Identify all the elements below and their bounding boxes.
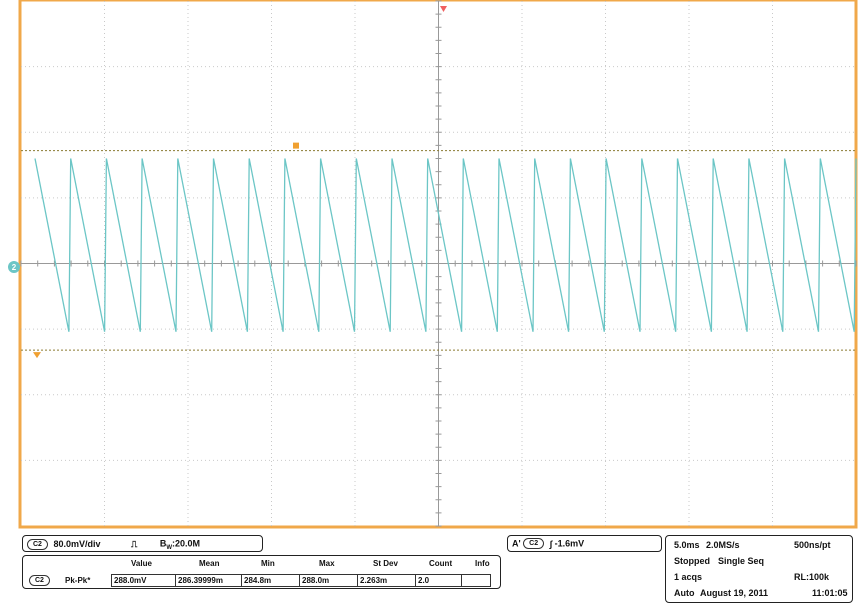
- header-max: Max: [319, 559, 335, 568]
- acquisition-date: August 19, 2011: [700, 588, 769, 598]
- header-value: Value: [131, 559, 152, 568]
- acquisition-time: 11:01:05: [812, 588, 848, 598]
- channel-2-ground-marker[interactable]: 2: [8, 261, 20, 273]
- measurement-channel-tag: C2: [29, 575, 50, 586]
- header-min: Min: [261, 559, 275, 568]
- trigger-info-box[interactable]: A' C2 ∫ -1.6mV: [507, 535, 662, 552]
- measurement-name: Pk-Pk*: [65, 576, 91, 585]
- meas-count: 2.0: [415, 575, 429, 586]
- measurement-panel[interactable]: Value Mean Min Max St Dev Count Info C2 …: [22, 555, 501, 589]
- meas-mean: 286.39999m: [175, 575, 223, 586]
- time-per-div: 5.0ms: [674, 540, 700, 550]
- sample-rate: 2.0MS/s: [706, 540, 740, 550]
- trigger-prefix: A': [512, 538, 521, 549]
- waveform-display[interactable]: 2: [0, 0, 858, 530]
- header-count: Count: [429, 559, 453, 568]
- trigger-channel-tag: C2: [523, 538, 545, 550]
- time-per-point: 500ns/pt: [794, 540, 831, 550]
- meas-info: [461, 575, 464, 586]
- timebase-info-box[interactable]: 5.0ms 2.0MS/s 500ns/pt Stopped Single Se…: [665, 535, 853, 603]
- record-length: RL:100k: [794, 572, 830, 582]
- measurement-row: [111, 574, 491, 587]
- cursor-low-handle[interactable]: [33, 352, 41, 359]
- cursor-high-handle[interactable]: [293, 142, 299, 149]
- header-info: Info: [475, 559, 490, 568]
- trigger-level: -1.6mV: [554, 538, 585, 549]
- acquisition-status: Stopped: [674, 556, 710, 566]
- meas-st-dev: 2.263m: [357, 575, 387, 586]
- trigger-mode: Auto: [674, 588, 695, 598]
- bandwidth-limit: BW:20.0M: [159, 538, 201, 551]
- trigger-position-marker[interactable]: [440, 6, 447, 12]
- header-mean: Mean: [199, 559, 220, 568]
- trigger-slope-icon: ∫: [549, 538, 553, 549]
- header-st-dev: St Dev: [373, 559, 398, 568]
- channel-tag: C2: [27, 538, 48, 550]
- meas-max: 288.0m: [299, 575, 329, 586]
- acquisition-mode: Single Seq: [718, 556, 765, 566]
- meas-min: 284.8m: [241, 575, 271, 586]
- channel-2-trace: [34, 158, 857, 332]
- meas-value: 288.0mV: [111, 575, 146, 586]
- coupling-icon: ⎍: [131, 538, 138, 549]
- channel-2-marker-label: 2: [12, 263, 17, 272]
- volts-per-div: 80.0mV/div: [53, 539, 101, 550]
- amplitude-cursors[interactable]: [21, 142, 856, 359]
- acquisition-count: 1 acqs: [674, 572, 703, 582]
- channel-2-info-box[interactable]: C2 80.0mV/div ⎍ BW:20.0M: [22, 535, 263, 552]
